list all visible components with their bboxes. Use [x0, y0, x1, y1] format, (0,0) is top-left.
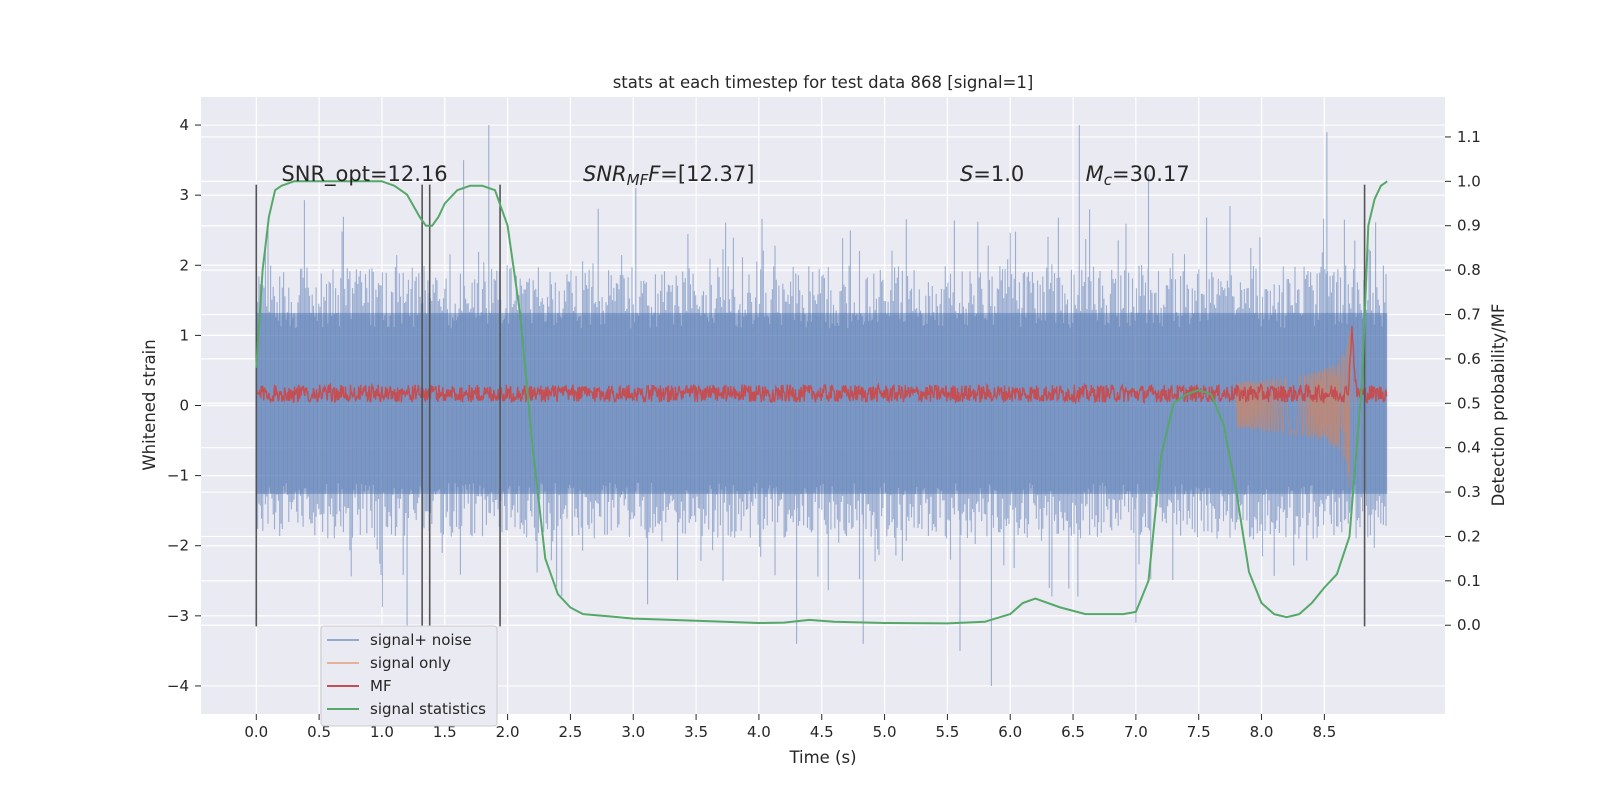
chart-title: stats at each timestep for test data 868…	[613, 73, 1034, 92]
y-tick-label-right: 0.3	[1457, 483, 1481, 501]
y-tick-label-right: 0.4	[1457, 439, 1481, 457]
x-tick-label: 4.5	[810, 723, 834, 741]
y-tick-label-left: 3	[179, 186, 189, 204]
series-signal-noise	[255, 125, 1388, 686]
y-tick-label-left: −1	[167, 467, 189, 485]
legend-box	[320, 625, 498, 727]
x-tick-label: 6.5	[1061, 723, 1085, 741]
legend: signal+ noise signal only MF signal stat…	[320, 625, 498, 727]
x-tick-label: 8.5	[1312, 723, 1336, 741]
x-tick-label: 5.0	[873, 723, 897, 741]
x-tick-label: 1.5	[433, 723, 457, 741]
y-tick-label-right: 0.1	[1457, 572, 1481, 590]
x-tick-label: 0.0	[244, 723, 268, 741]
x-tick-label: 6.0	[998, 723, 1022, 741]
x-tick-label: 3.0	[621, 723, 645, 741]
y-tick-label-right: 0.2	[1457, 527, 1481, 545]
legend-label-mf: MF	[370, 677, 392, 695]
y-axis-label-left: Whitened strain	[140, 339, 159, 470]
vertical-markers	[255, 184, 1366, 627]
x-tick-label: 4.0	[747, 723, 771, 741]
y-tick-label-left: 1	[179, 326, 189, 344]
y-tick-label-right: 0.0	[1457, 616, 1481, 634]
annotation-0: SNR_opt=12.16	[281, 162, 447, 187]
y-tick-label-left: 0	[179, 397, 189, 415]
series-signal-statistics	[255, 180, 1388, 625]
legend-label-signal-noise: signal+ noise	[370, 631, 472, 649]
y-tick-label-right: 0.7	[1457, 306, 1481, 324]
y-tick-label-left: 4	[179, 116, 189, 134]
legend-label-signal-statistics: signal statistics	[370, 700, 486, 718]
x-tick-label: 8.0	[1250, 723, 1274, 741]
annotation-1: SNRMFF=[12.37]	[583, 162, 754, 189]
annotations: SNR_opt=12.16 SNRMFF=[12.37] S=1.0 Mc=30.17	[281, 162, 1189, 189]
annotation-3: Mc=30.17	[1086, 162, 1190, 189]
x-tick-label: 5.5	[935, 723, 959, 741]
x-tick-label: 7.5	[1187, 723, 1211, 741]
x-axis-label: Time (s)	[788, 748, 856, 767]
y-tick-label-left: −2	[167, 537, 189, 555]
y-tick-label-left: 2	[179, 256, 189, 274]
y-tick-label-right: 0.5	[1457, 394, 1481, 412]
x-tick-label: 3.5	[684, 723, 708, 741]
axis-ticks: 0.0 0.5 1.0 1.5 2.0 2.5 3.0 3.5 4.0 4.5 5.0 5.5 6.0 6…	[167, 116, 1481, 741]
x-tick-label: 2.0	[496, 723, 520, 741]
x-tick-label: 1.0	[370, 723, 394, 741]
y-tick-label-right: 0.8	[1457, 261, 1481, 279]
y-tick-label-left: −3	[167, 607, 189, 625]
annotation-2: S=1.0	[960, 162, 1024, 186]
y-axis-label-right: Detection probability/MF	[1489, 304, 1508, 507]
legend-label-signal-only: signal only	[370, 654, 451, 672]
y-tick-label-left: −4	[167, 677, 189, 695]
x-tick-label: 2.5	[559, 723, 583, 741]
signal-statistics-line	[255, 180, 1388, 625]
y-tick-label-right: 1.0	[1457, 172, 1481, 190]
x-tick-label: 7.0	[1124, 723, 1148, 741]
y-tick-label-right: 1.1	[1457, 128, 1481, 146]
x-tick-label: 0.5	[307, 723, 331, 741]
y-tick-label-right: 0.6	[1457, 350, 1481, 368]
y-tick-label-right: 0.9	[1457, 217, 1481, 235]
